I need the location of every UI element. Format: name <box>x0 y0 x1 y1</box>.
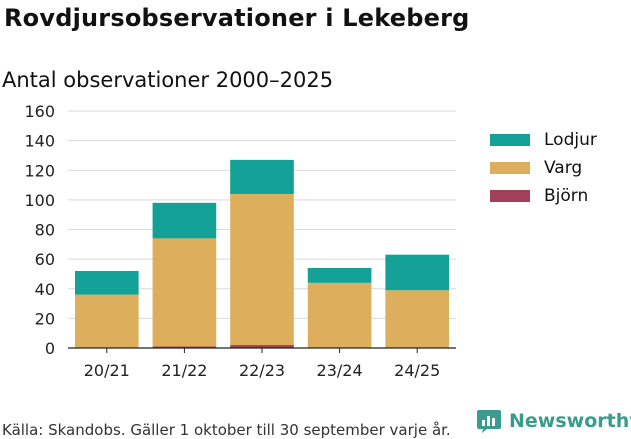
legend-item-bjorn: Björn <box>490 182 597 210</box>
legend-swatch <box>490 162 530 174</box>
y-tick-label: 140 <box>24 132 55 151</box>
y-tick-label: 40 <box>35 280 55 299</box>
y-tick-label: 0 <box>45 339 55 358</box>
bar-lodjur-22-23 <box>230 159 294 194</box>
bar-varg-20-21 <box>74 294 139 348</box>
bar-varg-22-23 <box>230 193 294 346</box>
legend-label: Varg <box>544 158 583 178</box>
bar-bjorn-21-22 <box>152 346 217 348</box>
legend-item-lodjur: Lodjur <box>490 126 597 154</box>
bar-bjorn-22-23 <box>230 345 294 348</box>
legend-swatch <box>490 190 530 202</box>
brand-logo: Newsworthy <box>476 408 631 434</box>
legend-swatch <box>490 134 530 146</box>
brand-name: Newsworthy <box>509 410 631 432</box>
y-tick-label: 120 <box>24 161 55 180</box>
y-tick-label: 60 <box>35 250 55 269</box>
bar-lodjur-23-24 <box>307 268 372 283</box>
legend-label: Lodjur <box>544 130 597 150</box>
x-tick-label: 20/21 <box>84 361 130 380</box>
source-note: Källa: Skandobs. Gäller 1 oktober till 3… <box>2 421 451 439</box>
y-tick-label: 160 <box>24 102 55 121</box>
newsworthy-logo-icon <box>477 410 501 433</box>
x-tick-label: 21/22 <box>161 361 207 380</box>
x-tick-label: 23/24 <box>317 361 363 380</box>
y-tick-label: 20 <box>35 309 55 328</box>
chart-title: Rovdjursobservationer i Lekeberg <box>4 4 470 32</box>
chart-subtitle: Antal observationer 2000–2025 <box>2 68 334 92</box>
x-tick-label: 22/23 <box>239 361 285 380</box>
legend-item-varg: Varg <box>490 154 597 182</box>
x-tick-label: 24/25 <box>394 361 440 380</box>
bar-lodjur-20-21 <box>74 270 139 295</box>
bar-varg-24-25 <box>385 290 450 348</box>
y-tick-label: 100 <box>24 191 55 210</box>
y-tick-label: 80 <box>35 221 55 240</box>
bar-lodjur-24-25 <box>385 254 450 291</box>
legend-label: Björn <box>544 186 589 206</box>
bar-varg-21-22 <box>152 238 217 347</box>
chart-legend: Lodjur Varg Björn <box>490 126 597 210</box>
bar-lodjur-21-22 <box>152 202 217 239</box>
bar-varg-23-24 <box>307 282 372 348</box>
